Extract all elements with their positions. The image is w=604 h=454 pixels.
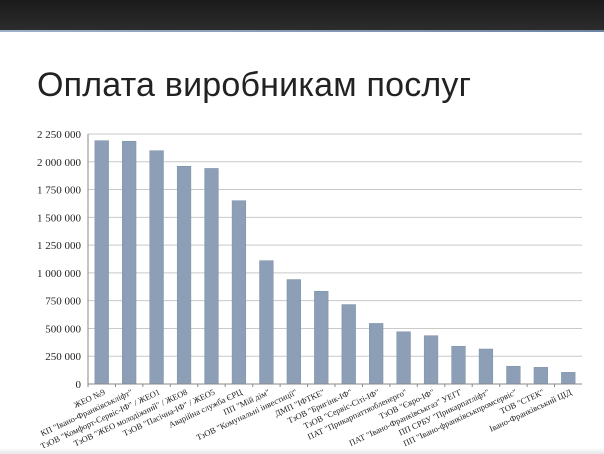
bar [176,165,192,385]
bar [204,168,219,385]
slide-title: Оплата виробникам послуг [37,66,472,104]
bar [286,279,301,385]
y-tick-label: 0 [76,379,82,391]
y-tick-label: 2 250 000 [37,129,82,141]
bar [478,348,494,385]
y-tick-label: 2 000 000 [37,157,82,169]
bar [259,260,274,385]
bar [423,335,439,385]
bars [94,140,576,385]
y-tick-label: 500 000 [45,323,81,335]
y-axis-tick-labels: 0 250 000 500 000 750 000 1 000 000 1 250 000… [37,129,82,391]
bar [396,331,411,385]
axes [87,134,582,387]
bar [369,323,384,385]
bar [231,200,247,385]
y-tick-label: 1 000 000 [37,268,82,280]
bar [94,140,109,385]
bar [149,150,164,385]
slide-bottom-shadow [0,448,604,454]
bar [561,372,576,385]
y-tick-label: 1 750 000 [37,185,82,197]
slide-accent-line [0,30,604,32]
bar [506,365,521,385]
y-tick-label: 250 000 [45,351,81,363]
y-tick-label: 1 250 000 [37,240,82,252]
gridlines [88,133,582,357]
bar [451,345,466,385]
bar [314,290,329,385]
bar [122,140,137,385]
slide-top-bar [0,0,604,30]
bar [533,367,548,385]
bar [341,304,356,385]
y-tick-label: 1 500 000 [37,212,82,224]
y-tick-label: 750 000 [45,296,81,308]
